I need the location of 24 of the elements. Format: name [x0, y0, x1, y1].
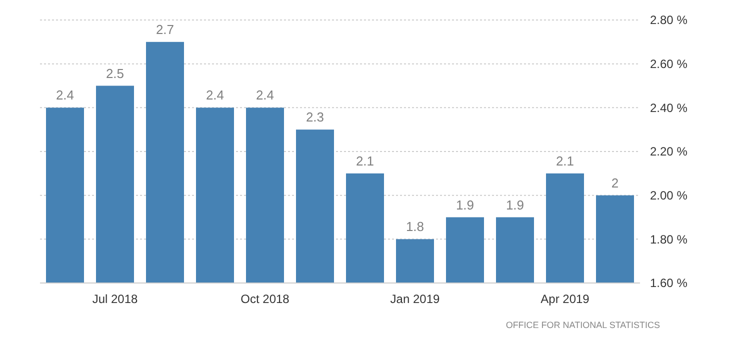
y-tick-label: 1.80 % [650, 232, 688, 246]
x-tick-label: Oct 2018 [240, 292, 290, 306]
data-label: 2.4 [206, 88, 224, 103]
x-tick-label: Jul 2018 [92, 292, 138, 306]
y-tick-label: 2.40 % [650, 100, 688, 115]
text: OFFICE FOR NATIONAL STATISTICS [506, 320, 660, 330]
data-label: 1.8 [406, 219, 424, 234]
data-label: 2.7 [156, 22, 174, 37]
data-label: 2.3 [306, 110, 324, 125]
y-tick-label: 2.80 % [650, 13, 688, 28]
y-tick-label: 1.60 % [650, 276, 688, 290]
data-label: 2.4 [56, 88, 74, 103]
data-label: 1.9 [506, 197, 524, 212]
data-label: 2.5 [106, 66, 124, 81]
y-tick-label: 2.00 % [650, 188, 688, 203]
y-tick-label: 2.60 % [650, 57, 688, 72]
data-label: 2.1 [556, 153, 574, 168]
data-label: 2.1 [356, 153, 374, 168]
data-label: 2.4 [256, 88, 274, 103]
data-label: 1.9 [456, 197, 474, 212]
x-tick-label: Apr 2019 [540, 292, 590, 306]
data-label: 2 [611, 175, 619, 190]
x-tick-label: Jan 2019 [390, 292, 440, 306]
y-tick-label: 2.20 % [650, 144, 688, 159]
